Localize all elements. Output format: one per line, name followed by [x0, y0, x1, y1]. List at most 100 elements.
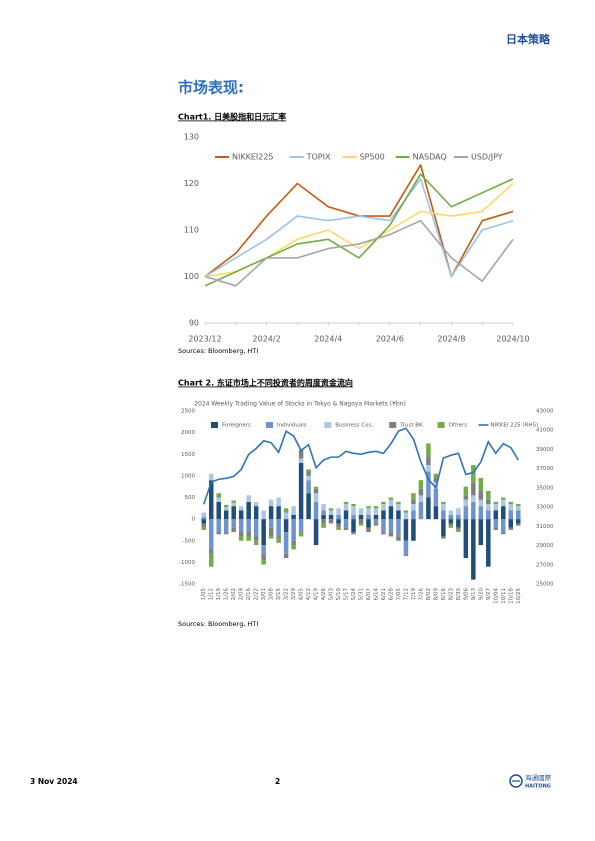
bar-segment — [246, 536, 251, 541]
bar-segment — [486, 491, 491, 500]
legend-swatch — [389, 422, 397, 428]
bar-segment — [246, 519, 251, 533]
bar-segment — [493, 503, 499, 511]
bar-segment — [336, 527, 341, 530]
x-tick-label: 2/22 — [254, 588, 260, 600]
bar-segment — [493, 527, 499, 530]
bar-segment — [298, 449, 304, 459]
bar-segment — [321, 514, 326, 520]
bar-segment — [366, 527, 371, 533]
bar-segment — [366, 508, 371, 515]
bar-segment — [433, 473, 439, 479]
bar-segment — [456, 514, 461, 520]
bar-segment — [366, 506, 371, 509]
bar-segment — [411, 510, 416, 520]
bar-segment — [343, 510, 349, 520]
x-tick-label: 2/02 — [231, 588, 237, 600]
legend-label: Business Cos. — [335, 423, 373, 429]
x-tick-label: 8/16 — [441, 588, 447, 601]
bar-segment — [321, 523, 326, 528]
logo-en: HAITONG — [525, 784, 551, 790]
x-tick-label: 6/07 — [366, 588, 372, 601]
bar-segment — [373, 508, 379, 515]
x-tick-label: 2/16 — [246, 588, 252, 601]
bar-segment — [493, 519, 499, 528]
bar-segment — [291, 514, 296, 520]
legend-swatch — [266, 422, 273, 428]
x-tick-label: 9/13 — [471, 588, 477, 601]
legend-label: NIKKEI 225 (RHS) — [490, 423, 538, 429]
bar-segment — [223, 507, 229, 511]
bar-segment — [508, 510, 514, 520]
x-tick-label: 9/27 — [486, 588, 492, 601]
legend-label: SP500 — [360, 153, 385, 162]
bar-segment — [381, 501, 386, 504]
bar-segment — [411, 493, 416, 500]
bar-segment — [276, 497, 281, 507]
x-tick-label: 8/30 — [456, 588, 462, 601]
bar-segment — [358, 514, 364, 520]
bar-segment — [208, 553, 214, 567]
legend-label: TOPIX — [306, 153, 331, 162]
section-title: 市场表现: — [178, 79, 244, 97]
x-tick-label: 10/25 — [516, 588, 522, 604]
bar-segment — [501, 497, 506, 500]
bar-segment — [268, 499, 274, 507]
series-line — [204, 219, 514, 287]
x-tick-label: 4/12 — [306, 588, 312, 600]
bar-segment — [463, 495, 469, 500]
bar-segment — [471, 465, 476, 483]
bar-segment — [208, 480, 214, 520]
bar-segment — [381, 532, 386, 535]
bar-segment — [463, 519, 469, 559]
bar-segment — [201, 516, 206, 520]
y2-tick-label: 33000 — [536, 505, 554, 511]
bar-segment — [516, 523, 521, 526]
bar-segment — [358, 519, 364, 524]
bar-segment — [388, 532, 394, 537]
y-tick-label: 90 — [189, 319, 199, 328]
bar-segment — [328, 514, 334, 520]
bar-segment — [336, 523, 341, 528]
series-line — [204, 173, 514, 287]
bar-segment — [283, 532, 289, 554]
bar-segment — [291, 545, 296, 550]
y-tick-label: 2000 — [181, 430, 195, 436]
bar-segment — [486, 510, 491, 520]
y-tick-label: 0 — [192, 517, 196, 523]
series-line — [204, 178, 514, 278]
bar-segment — [351, 519, 356, 533]
bar-segment — [388, 519, 394, 533]
bar-segment — [516, 506, 521, 511]
bar-segment — [403, 519, 409, 541]
x-tick-label: 7/19 — [411, 588, 417, 601]
bar-segment — [238, 519, 244, 533]
bar-segment — [508, 527, 514, 530]
bar-segment — [351, 514, 356, 520]
bar-segment — [223, 519, 229, 533]
bar-segment — [253, 506, 259, 520]
y2-tick-label: 35000 — [536, 485, 554, 491]
bar-segment — [456, 519, 461, 528]
bar-segment — [456, 529, 461, 533]
bar-segment — [351, 503, 356, 507]
legend-swatch — [211, 422, 218, 428]
bar-segment — [261, 510, 266, 520]
bar-segment — [426, 443, 431, 457]
bar-segment — [403, 553, 409, 556]
bar-segment — [493, 501, 499, 504]
bar-segment — [208, 549, 214, 554]
bar-segment — [276, 519, 281, 537]
bar-segment — [441, 519, 446, 537]
x-tick-label: 10/04 — [493, 588, 499, 604]
bar-segment — [478, 478, 484, 492]
bar-segment — [411, 503, 416, 511]
y2-tick-label: 39000 — [536, 447, 554, 453]
y-tick-label: 100 — [184, 272, 199, 281]
bar-segment — [238, 506, 244, 511]
bar-segment — [276, 506, 281, 520]
x-tick-label: 10/18 — [508, 588, 514, 604]
bar-segment — [396, 503, 401, 511]
